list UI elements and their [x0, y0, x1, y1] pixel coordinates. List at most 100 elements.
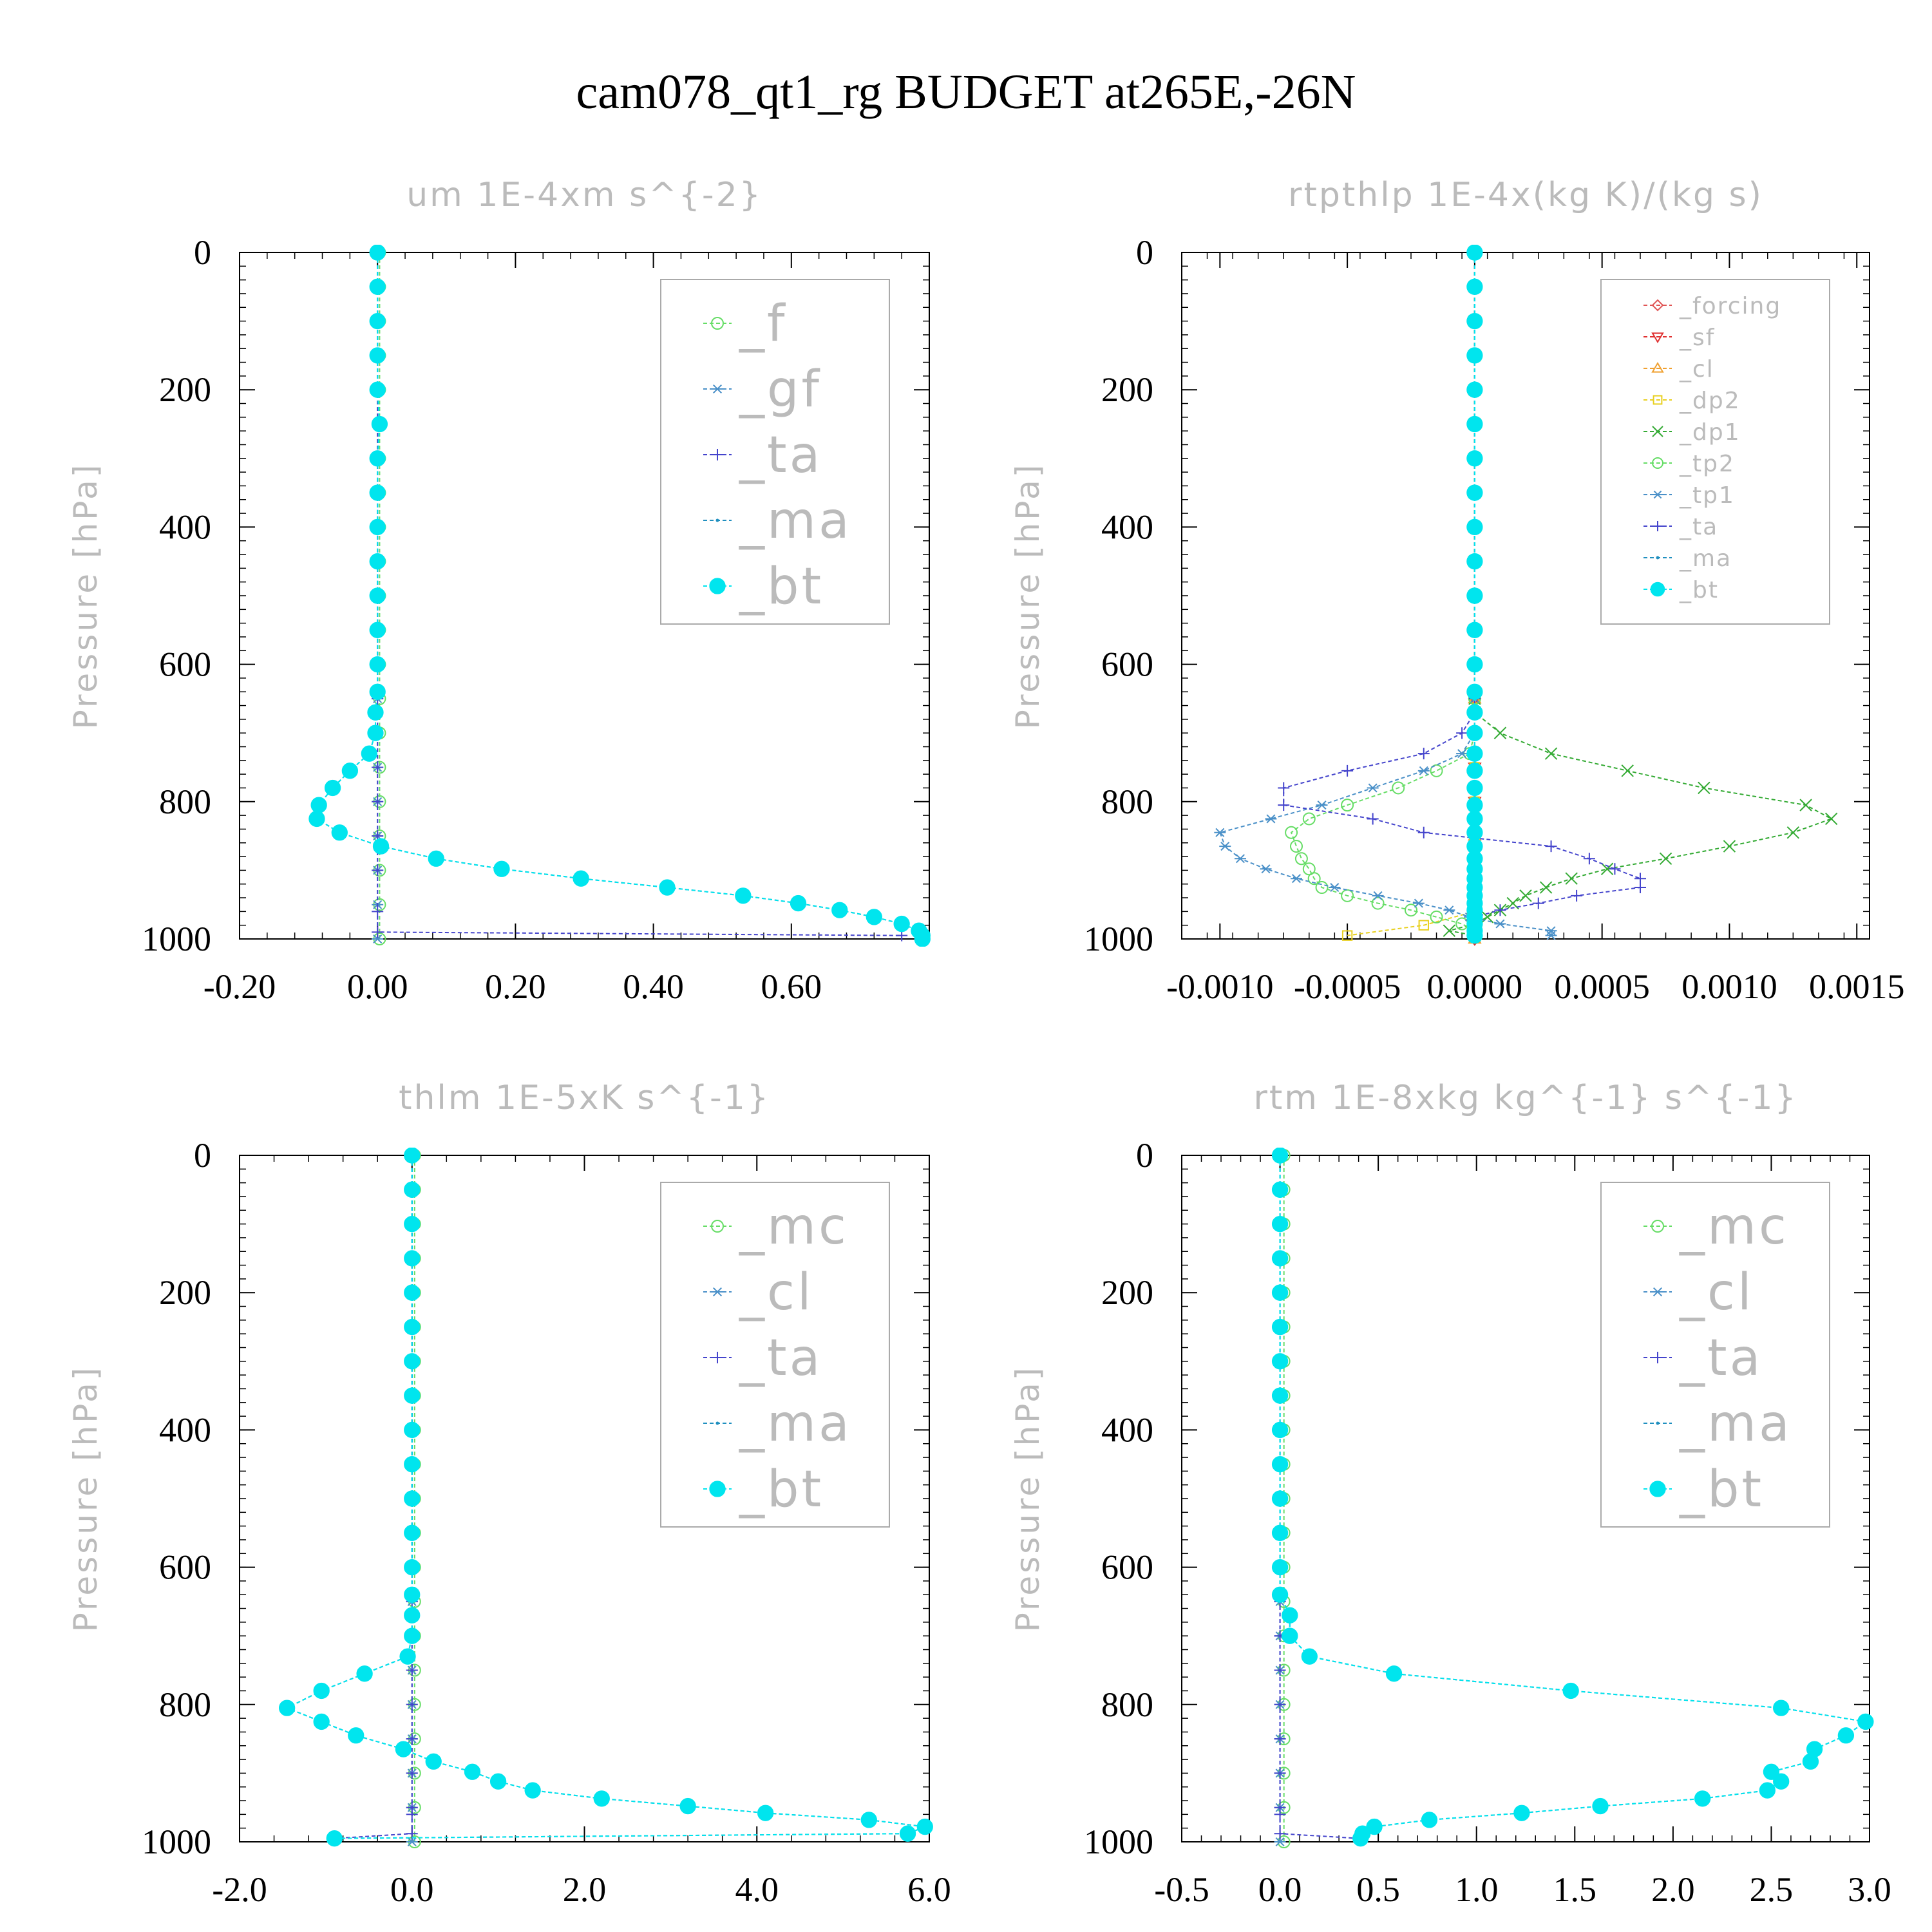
legend-marker [1651, 1220, 1664, 1233]
series-group [308, 245, 931, 947]
legend-entry-label: _ma [1679, 1395, 1792, 1453]
data-point [1271, 1387, 1289, 1404]
data-point [1723, 840, 1736, 853]
legend-marker [712, 1352, 723, 1363]
data-point [735, 887, 752, 904]
y-tick-label: 800 [159, 1685, 211, 1724]
data-point [1857, 1713, 1874, 1730]
x-tick-label: 0.0 [1258, 1870, 1302, 1909]
data-point [369, 621, 386, 638]
data-point [428, 850, 444, 867]
data-point [1466, 245, 1483, 261]
x-tick-label: 1.5 [1553, 1870, 1597, 1909]
x-tick-label: 1.0 [1455, 1870, 1499, 1909]
x-tick-label: -2.0 [212, 1870, 267, 1909]
data-point [1307, 872, 1321, 886]
legend: _forcing _sf _cl _dp2 _dp1 _tp2 _tp1 _ta _ma _bt [1600, 279, 1830, 625]
data-point [1466, 587, 1483, 604]
data-point [1532, 897, 1544, 909]
data-point [593, 1790, 610, 1807]
data-point [1506, 896, 1519, 910]
data-point [372, 864, 384, 876]
data-point [1392, 781, 1405, 795]
data-point [1824, 812, 1838, 826]
data-point [369, 518, 386, 536]
data-point [404, 1586, 421, 1603]
plot-frame [239, 252, 930, 940]
data-point [369, 450, 386, 467]
data-point [1634, 882, 1646, 894]
y-tick-label: 600 [1101, 1548, 1153, 1587]
data-point [1271, 1524, 1289, 1541]
series-line-bt [1279, 1155, 1868, 1839]
x-tick-label: 0.0000 [1427, 967, 1523, 1006]
data-point [1443, 924, 1456, 937]
legend-marker [1651, 299, 1664, 312]
legend-marker [712, 384, 723, 394]
data-point [399, 1648, 416, 1665]
legend-box [1600, 1182, 1830, 1528]
data-point [1466, 762, 1483, 779]
data-point [371, 415, 388, 433]
x-tick-label: 2.0 [1651, 1870, 1695, 1909]
y-tick-label: 600 [159, 1548, 211, 1587]
data-point [1271, 1181, 1289, 1198]
data-point [372, 934, 384, 944]
data-point [1513, 1804, 1530, 1821]
legend-box [1600, 279, 1830, 625]
data-point [369, 312, 386, 330]
data-point [1759, 1782, 1776, 1799]
data-point [1466, 656, 1483, 673]
plot-title: thlm 1E-5xK s^{-1} [399, 1079, 770, 1117]
data-point [1302, 812, 1316, 826]
y-tick-label: 400 [159, 1410, 211, 1449]
data-point [1773, 1773, 1790, 1790]
data-point [1271, 1215, 1289, 1233]
data-point [369, 245, 386, 261]
data-point [1430, 910, 1443, 923]
y-tick-label: 0 [194, 233, 211, 272]
data-point [326, 1830, 343, 1847]
data-point [369, 347, 386, 364]
data-point [406, 1808, 418, 1821]
legend-entry-label: _mc [739, 1198, 849, 1256]
data-point [369, 553, 386, 570]
data-point [404, 1181, 421, 1198]
legend-marker [709, 578, 726, 594]
data-point [1385, 1665, 1403, 1682]
legend: _mc _cl _ta _ma _bt [660, 1182, 890, 1528]
data-point [1301, 1648, 1318, 1665]
legend-marker [1651, 362, 1664, 373]
series-line-bt [285, 1155, 925, 1839]
data-point [1271, 1421, 1289, 1439]
x-tick-label: -0.5 [1154, 1870, 1209, 1909]
data-point [404, 1456, 421, 1473]
data-point [1466, 683, 1483, 700]
data-point [1341, 799, 1354, 812]
plot-title: um 1E-4xm s^{-2} [406, 176, 762, 214]
y-tick-label: 400 [1101, 507, 1153, 546]
panel-4: rtm 1E-8xkg kg^{-1} s^{-1} Pressure [hPa]… [1009, 1079, 1891, 1909]
data-point [406, 1664, 418, 1676]
data-point [757, 1804, 774, 1821]
data-point [1466, 927, 1483, 944]
y-tick-label: 600 [159, 645, 211, 684]
y-tick-label: 200 [1101, 370, 1153, 409]
data-point [404, 1148, 421, 1164]
y-tick-label: 200 [159, 1273, 211, 1312]
legend-marker [1652, 426, 1663, 437]
data-point [659, 879, 676, 896]
legend-marker [712, 1287, 723, 1297]
data-point [866, 909, 882, 925]
data-point [406, 1698, 418, 1710]
data-point [1371, 896, 1385, 910]
data-point [1417, 826, 1430, 838]
legend-entry-label: _gf [739, 361, 822, 419]
data-point [1412, 898, 1425, 908]
data-point [406, 1837, 418, 1847]
data-point [464, 1763, 481, 1780]
data-point [372, 795, 384, 808]
data-point [1466, 518, 1483, 536]
panels: um 1E-4xm s^{-2}Pressure [hPa]-0.20 0.00 0… [67, 176, 1904, 1909]
